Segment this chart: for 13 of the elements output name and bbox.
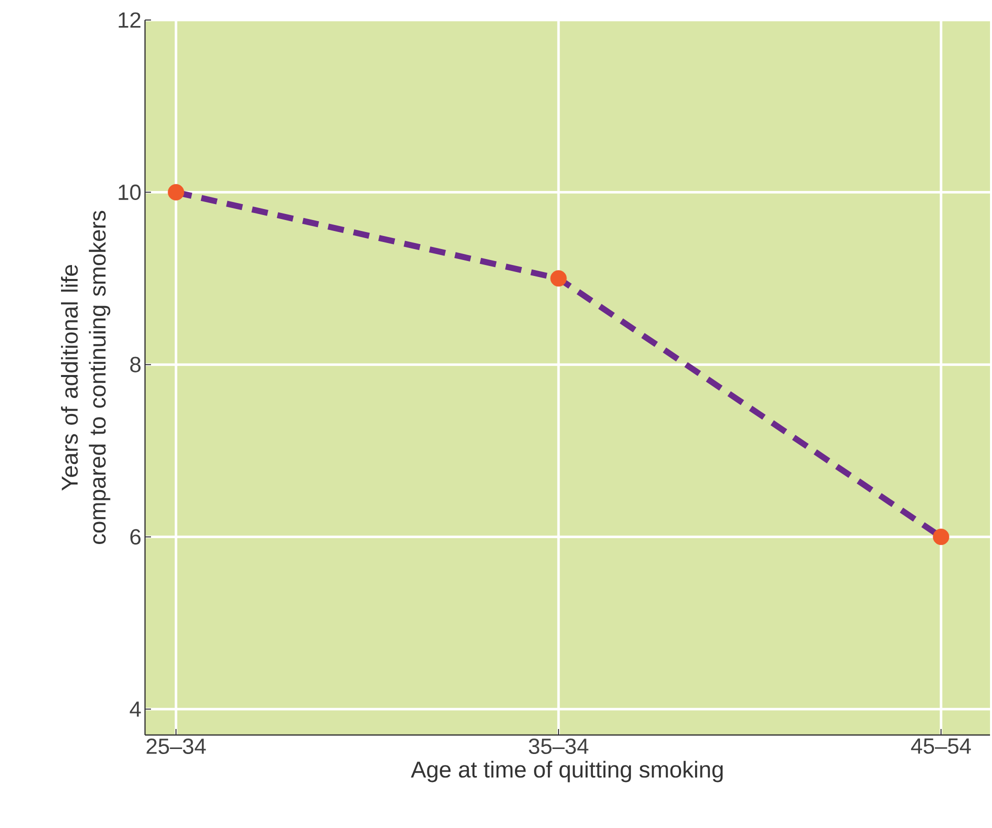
- x-axis-title: Age at time of quitting smoking: [410, 760, 723, 782]
- x-tick-label: 35–34: [528, 738, 588, 754]
- y-tick-label: 10: [118, 184, 141, 200]
- y-tick-label: 12: [118, 12, 140, 28]
- y-tick-label: 8: [130, 356, 141, 372]
- y-tick-label: 4: [130, 702, 141, 717]
- point: [168, 184, 184, 200]
- point: [932, 528, 950, 546]
- y-axis-title: Years of additional life compared to continuing smokers: [61, 210, 110, 544]
- x-tick-label: 45–54: [911, 738, 971, 754]
- x-tick-label: 25–34: [146, 738, 206, 754]
- y-tick-label: 6: [130, 529, 141, 545]
- point: [550, 270, 567, 287]
